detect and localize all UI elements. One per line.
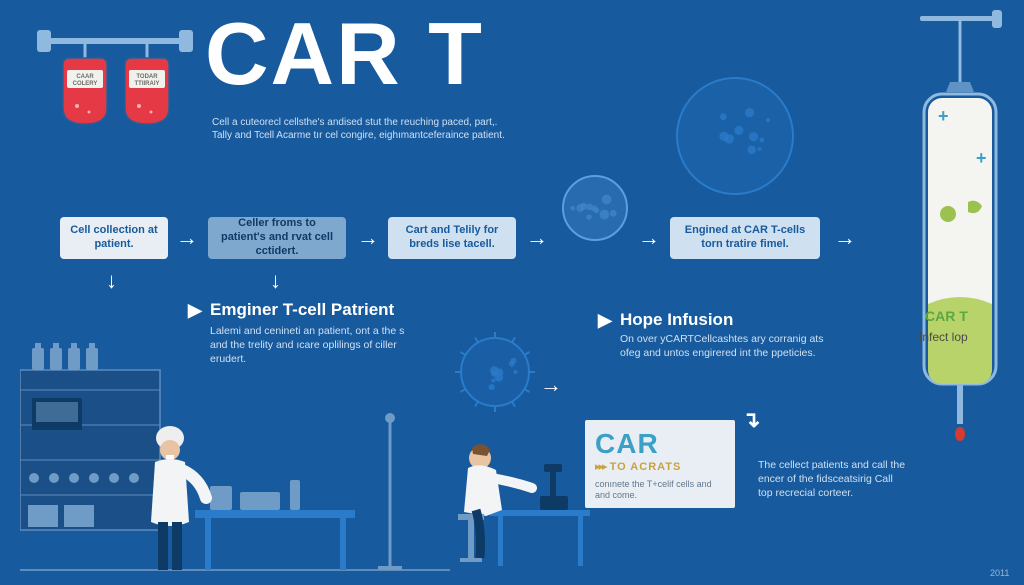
car-logo-box: CAR ▸▸▸ TO ACRATS conınete the T+celif c…	[585, 420, 735, 508]
arrows-icon: ▸▸▸	[595, 460, 606, 473]
hope-section-body: On over yCARTCellcashtes ary corranig at…	[620, 332, 832, 360]
step1-box: Cell collection at patient.	[60, 217, 168, 259]
subtitle-text: Cell a cuteorecl cellsthe's andised stut…	[212, 116, 512, 142]
flow-arrow-3: →	[638, 225, 660, 251]
step3-box: Cart and Telily for breds lise tacell.	[388, 217, 516, 259]
hope-section-title: Hope Infusion	[620, 310, 733, 330]
flow-arrow-8: ↴	[742, 407, 760, 433]
iv-bag-label: CAR T	[925, 308, 968, 324]
blood-bag-rack: CAARCOLERY TODARTTIIRAIY	[35, 18, 195, 178]
car-logo-text: CAR	[595, 428, 725, 460]
iv-bag-sublabel: Infect lop	[919, 330, 968, 344]
hope-arrow-icon: ▶	[598, 310, 612, 331]
footer-year: 2011	[990, 568, 1009, 578]
svg-text:TODAR: TODAR	[136, 74, 158, 80]
scientist-microscope	[420, 400, 600, 580]
flow-arrow-0: →	[176, 225, 198, 251]
svg-text:+: +	[976, 148, 987, 168]
main-title: CAR T	[205, 12, 484, 96]
flow-arrow-6: ↓	[270, 268, 281, 294]
car-logo-sub: TO ACRATS	[610, 461, 682, 473]
infographic-canvas: CAR T Cell a cuteorecl cellsthe's andise…	[0, 0, 1024, 585]
flow-arrow-2: →	[526, 225, 548, 251]
step2-box: Celler froms to patient's and rvat cell …	[208, 217, 346, 259]
cell-mid-icon	[553, 166, 637, 250]
flow-arrow-5: ↓	[106, 268, 117, 294]
svg-text:TTIIRAIY: TTIIRAIY	[135, 81, 160, 87]
svg-text:CAAR: CAAR	[76, 74, 94, 80]
iv-bag: ++	[880, 10, 1020, 570]
flow-arrow-4: →	[834, 225, 856, 251]
car-logo-caption: conınete the T+celif cells and and come.	[595, 479, 725, 501]
svg-text:+: +	[938, 106, 949, 126]
flow-arrow-7: →	[540, 372, 562, 398]
cell-big-icon	[667, 68, 803, 204]
flow-arrow-1: →	[357, 225, 379, 251]
step4-box: Engined at CAR T-cells torn tratire fime…	[670, 217, 820, 259]
lab-scene	[20, 310, 450, 580]
svg-text:COLERY: COLERY	[73, 81, 98, 87]
